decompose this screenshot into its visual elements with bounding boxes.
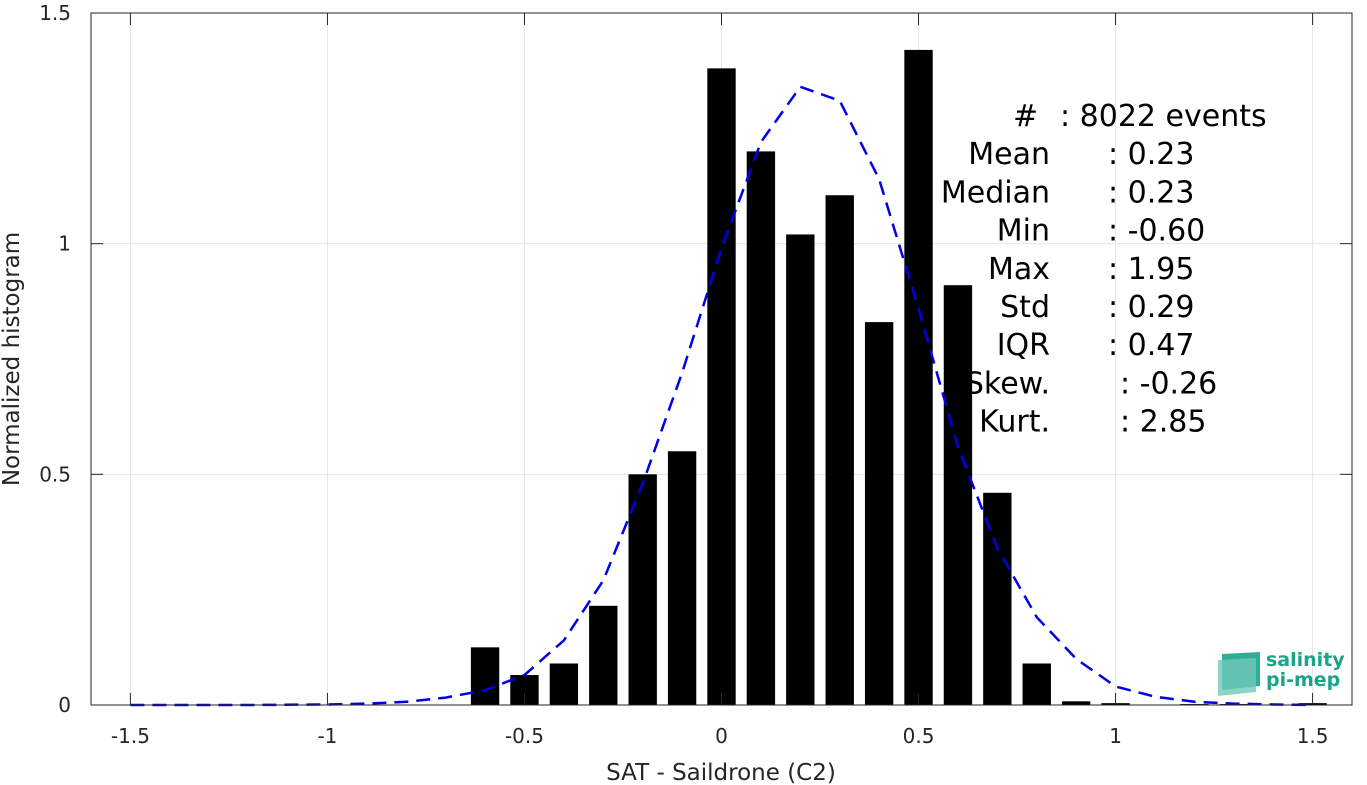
stat-label: Median [941,175,1050,210]
histogram-bar [864,322,894,705]
stat-label: Mean [968,137,1050,172]
histogram-bar [825,195,854,705]
stat-value: : 0.23 [1108,137,1194,172]
fit-curve [130,85,1313,707]
stats-annotation: # : 8022 events Mean : 0.23 Median : 0.23 Min:… [941,99,1267,440]
fit-curve-group [130,85,1313,707]
x-axis-label: SAT - Saildrone (C2) [606,760,836,785]
stat-label: # [1013,99,1038,134]
histogram-bar [1061,701,1091,705]
histogram-bar [628,474,657,705]
y-tick-label: 0 [58,693,71,717]
stat-label: Kurt. [979,405,1050,440]
stat-value: : 0.47 [1108,328,1194,363]
stat-label: Std [1000,290,1050,325]
bars [470,49,1327,706]
histogram-bar [943,285,973,705]
stat-value: : -0.60 [1108,214,1205,249]
x-tick-label: 1 [1109,724,1122,748]
y-axis-label: Normalized histogram [0,232,25,486]
x-tick-label: 1.5 [1297,724,1329,748]
stat-value: : 1.95 [1108,252,1194,287]
stat-label: Min [997,214,1050,249]
histogram-bar [746,151,776,705]
histogram-bar [549,663,579,705]
x-tick-label: 0 [715,724,728,748]
histogram-bar [1022,663,1051,705]
histogram-bar [786,234,815,705]
stat-value: : -0.26 [1120,366,1217,401]
histogram-bar [589,605,618,705]
stat-label: IQR [997,328,1050,363]
logo-line-1: salinity [1266,649,1345,671]
x-tick-label: -1.5 [111,724,150,748]
stat-value: : 8022 events [1060,99,1267,134]
x-tick-label: -1 [317,724,337,748]
histogram-bar [904,49,933,705]
stat-value: : 2.85 [1120,405,1206,440]
axes [90,12,1353,706]
stat-value: : 0.23 [1108,175,1194,210]
logo-line-2: pi-mep [1266,669,1340,691]
y-tick-label: 1.5 [39,1,71,25]
histogram-bar [667,451,697,705]
y-tick-label: 0.5 [39,462,71,486]
x-tick-label: -0.5 [505,724,544,748]
histogram-bar [470,647,500,705]
salinity-pi-mep-logo: salinity pi-mep [1218,649,1345,696]
y-tick-label: 1 [58,232,71,256]
stat-label: Skew. [965,366,1050,401]
stat-label: Max [988,252,1050,287]
x-tick-label: 0.5 [903,724,935,748]
stat-value: : 0.29 [1108,290,1194,325]
histogram-bar [707,68,736,706]
tick-labels: -1.5 -1 -0.5 0 0.5 1 1.5 0 0.5 1 1.5 [39,1,1328,748]
histogram-bar [983,492,1012,705]
